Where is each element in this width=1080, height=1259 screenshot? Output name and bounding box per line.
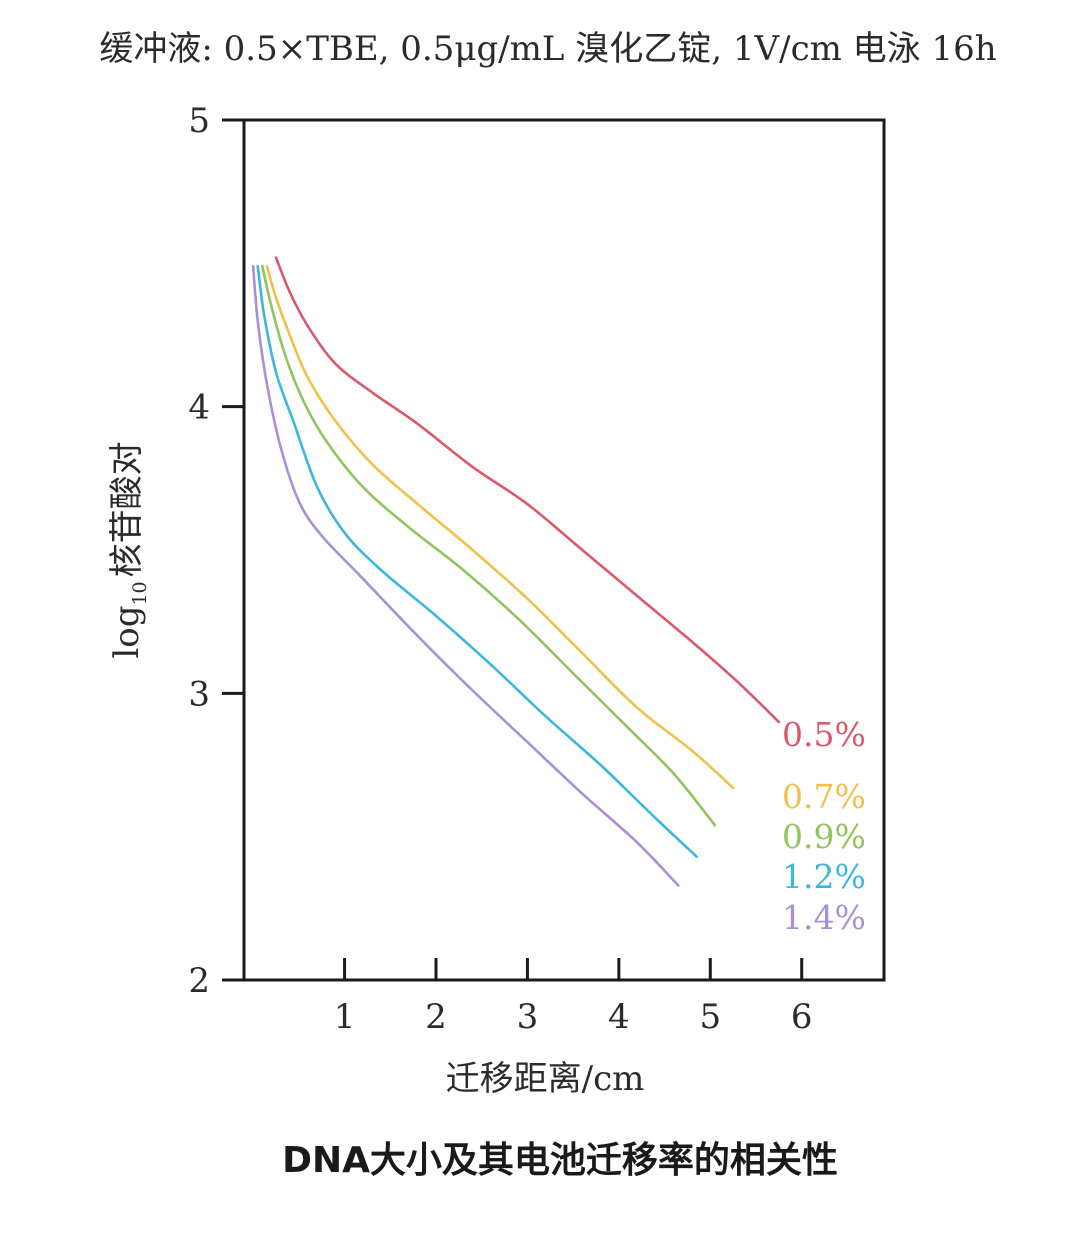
series-label: 1.2% <box>782 857 866 896</box>
x-tick-label: 2 <box>425 997 447 1037</box>
x-tick-label: 4 <box>608 997 630 1037</box>
series-label: 0.7% <box>782 777 866 816</box>
y-tick-label: 3 <box>188 674 210 714</box>
y-tick-label: 5 <box>188 101 210 141</box>
plot-frame <box>242 118 886 982</box>
y-axis-label: log10 核苷酸对 <box>107 441 151 658</box>
chart-title: DNA大小及其电池迁移率的相关性 <box>282 1140 838 1181</box>
chart-subtitle: 缓冲液: 0.5×TBE, 0.5μg/mL 溴化乙锭, 1V/cm 电泳 16… <box>99 29 996 69</box>
x-tick-label: 1 <box>334 997 356 1037</box>
y-axis-label-prefix: log <box>107 606 147 659</box>
series-labels: 0.5% 0.7%0.9%1.2%1.4% <box>782 715 866 937</box>
series-label: 0.5% <box>782 715 866 754</box>
y-tick-label: 4 <box>188 388 210 428</box>
series-line <box>274 256 781 724</box>
x-axis-label: 迁移距离/cm <box>446 1059 645 1099</box>
series-lines <box>251 256 781 887</box>
x-tick-label: 5 <box>699 997 721 1037</box>
y-axis-label-suffix: 核苷酸对 <box>107 441 147 577</box>
y-axis-label-subscript: 10 <box>129 581 151 605</box>
series-label: 1.4% <box>782 898 866 937</box>
x-tick-label: 6 <box>791 997 813 1037</box>
series-label: 0.9% <box>782 817 866 856</box>
series-line <box>256 264 698 858</box>
y-tick-label: 2 <box>188 961 210 1001</box>
series-line <box>251 264 680 887</box>
series-line <box>261 264 717 827</box>
series-line <box>265 264 735 790</box>
x-tick-label: 3 <box>517 997 539 1037</box>
axes: 2 3 4 5 1 2 3 4 5 6 <box>188 101 886 1037</box>
